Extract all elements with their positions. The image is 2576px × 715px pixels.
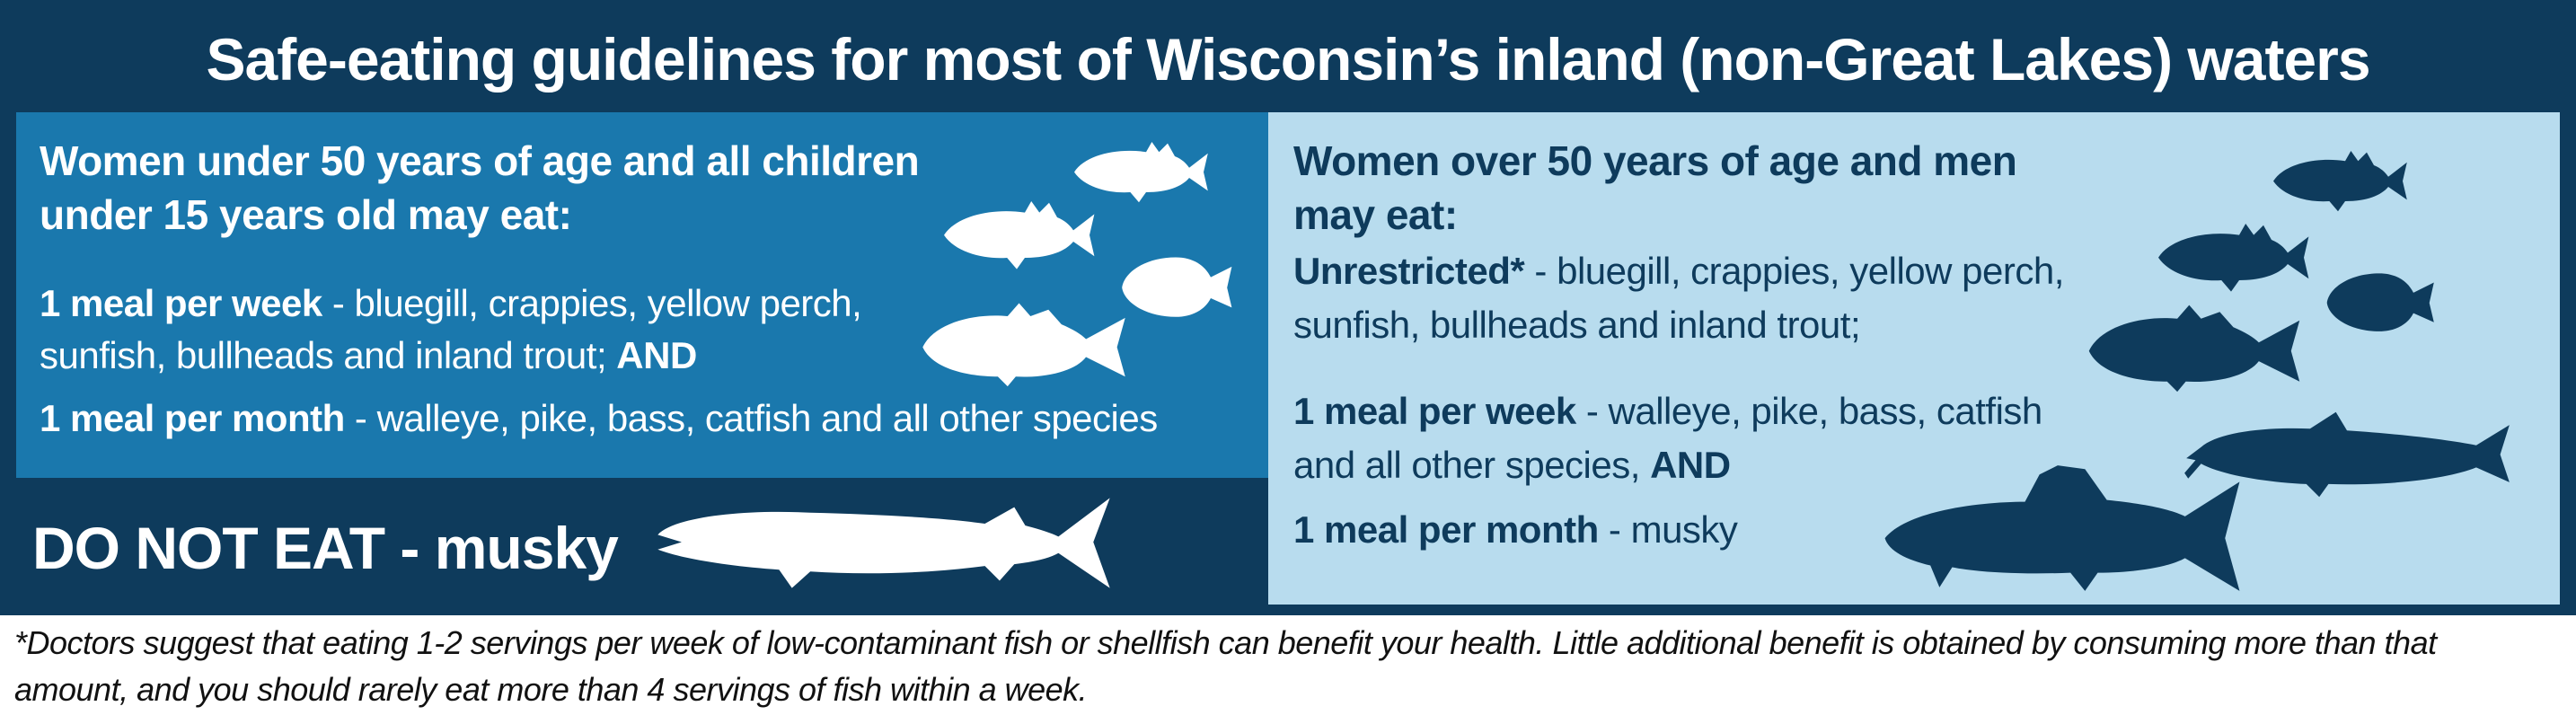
perch-icon xyxy=(2263,144,2413,216)
right-week-line2: and all other species, AND xyxy=(1293,438,1731,492)
perch-icon xyxy=(2143,216,2319,296)
footnote: *Doctors suggest that eating 1-2 serving… xyxy=(14,620,2565,713)
right-week-text: - walleye, pike, bass, catfish xyxy=(1575,390,2042,432)
sunfish-icon xyxy=(2321,268,2438,336)
left-heading-line1: Women under 50 years of age and all chil… xyxy=(40,137,920,184)
left-week-line: 1 meal per week - bluegill, crappies, ye… xyxy=(40,277,862,331)
page-title: Safe-eating guidelines for most of Wisco… xyxy=(206,26,2370,93)
right-week-text2: and all other species, xyxy=(1293,444,1651,486)
left-heading-line2: under 15 years old may eat: xyxy=(40,191,572,238)
right-unrestricted-line: Unrestricted* - bluegill, crappies, yell… xyxy=(1293,244,2064,298)
footnote-line2: amount, and you should rarely eat more t… xyxy=(14,671,1088,708)
right-month-line: 1 meal per month - musky xyxy=(1293,503,1738,557)
right-heading-line2: may eat: xyxy=(1293,191,1458,238)
left-month-text: - walleye, pike, bass, catfish and all o… xyxy=(344,397,1158,439)
right-week-line: 1 meal per week - walleye, pike, bass, c… xyxy=(1293,384,2042,438)
perch-icon xyxy=(929,193,1105,274)
right-unrestricted-line2: sunfish, bullheads and inland trout; xyxy=(1293,304,1861,346)
right-unrestricted-text: - bluegill, crappies, yellow perch, xyxy=(1524,250,2064,292)
left-week-line2: sunfish, bullheads and inland trout; AND xyxy=(40,329,697,383)
left-panel xyxy=(16,112,1268,478)
right-and: AND xyxy=(1650,444,1731,486)
pike-icon xyxy=(654,481,1114,601)
right-unrestricted-label: Unrestricted* xyxy=(1293,250,1525,292)
do-not-eat-label: DO NOT EAT - musky xyxy=(32,515,619,581)
left-week-text2: sunfish, bullheads and inland trout; xyxy=(40,334,617,376)
right-month-label: 1 meal per month xyxy=(1293,508,1599,551)
left-week-text: - bluegill, crappies, yellow perch, xyxy=(322,282,862,324)
bass-icon xyxy=(916,298,1132,388)
right-week-label: 1 meal per week xyxy=(1293,390,1576,432)
walleye-icon xyxy=(1879,455,2244,600)
left-month-line: 1 meal per month - walleye, pike, bass, … xyxy=(40,392,1158,446)
bass-icon xyxy=(2084,300,2305,393)
sunfish-icon xyxy=(1117,252,1234,322)
left-and: AND xyxy=(616,334,697,376)
right-heading-line1: Women over 50 years of age and men xyxy=(1293,137,2017,184)
left-week-label: 1 meal per week xyxy=(40,282,322,324)
left-month-label: 1 meal per month xyxy=(40,397,345,439)
right-month-text: - musky xyxy=(1598,508,1738,551)
footnote-line1: *Doctors suggest that eating 1-2 serving… xyxy=(14,624,2437,661)
